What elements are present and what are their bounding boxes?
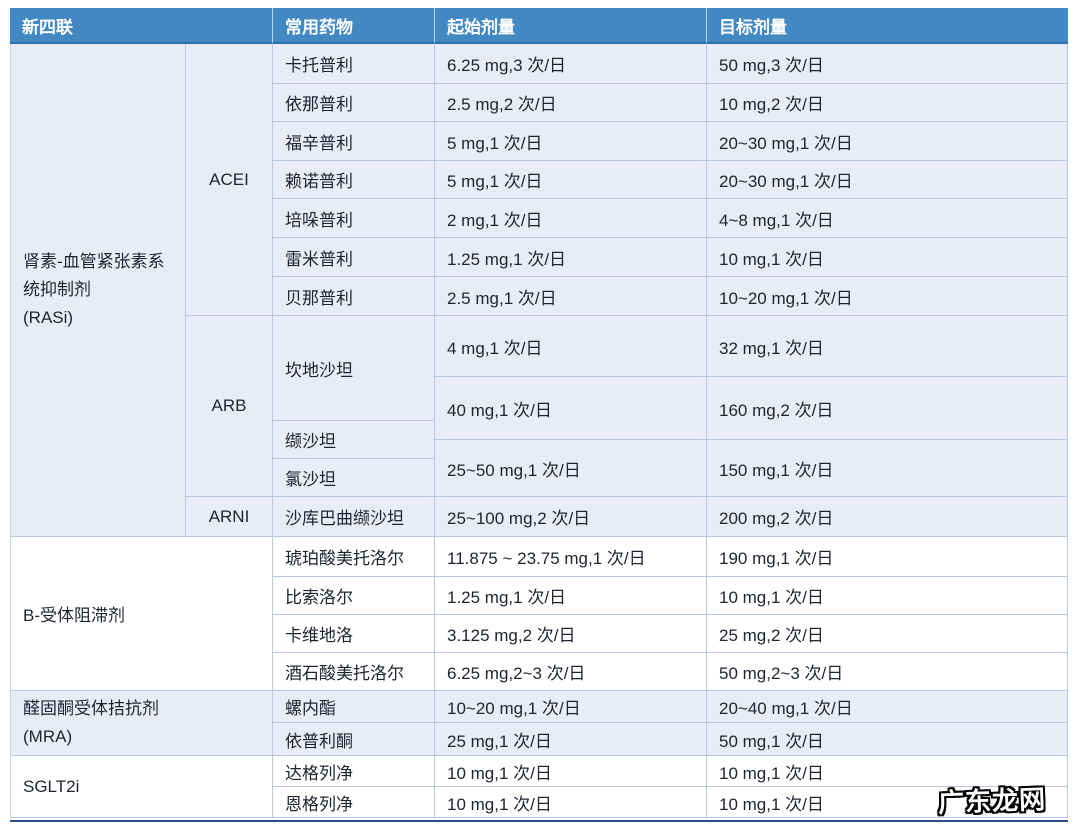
- group-name-rasi: 肾素-血管紧张素系统抑制剂: [23, 252, 165, 299]
- start-dose-cell: 10 mg,1 次/日: [435, 787, 707, 818]
- subgroup-arb: ARB: [186, 316, 273, 497]
- target-dose-cell: 150 mg,1 次/日: [707, 440, 1068, 497]
- drug-cell: 恩格列净: [273, 787, 435, 818]
- start-dose-cell: 25 mg,1 次/日: [435, 723, 707, 756]
- drug-cell: 福辛普利: [273, 122, 435, 161]
- group-abbr-rasi: (RASi): [23, 308, 74, 327]
- header-start-dose: 起始剂量: [435, 8, 707, 44]
- target-dose-cell: 200 mg,2 次/日: [707, 497, 1068, 537]
- target-dose-cell: 32 mg,1 次/日: [707, 316, 1068, 377]
- subgroup-acei: ACEI: [186, 44, 273, 316]
- header-target-dose: 目标剂量: [707, 8, 1068, 44]
- drug-cell: 依普利酮: [273, 723, 435, 756]
- start-dose-cell: 10 mg,1 次/日: [435, 756, 707, 787]
- table-bottom-rule: [10, 820, 1068, 822]
- target-dose-cell: 4~8 mg,1 次/日: [707, 199, 1068, 238]
- start-dose-cell: 5 mg,1 次/日: [435, 122, 707, 161]
- start-dose-cell: 1.25 mg,1 次/日: [435, 577, 707, 615]
- start-dose-cell: 10~20 mg,1 次/日: [435, 691, 707, 723]
- drug-cell: 沙库巴曲缬沙坦: [273, 497, 435, 537]
- start-dose-cell: 1.25 mg,1 次/日: [435, 238, 707, 277]
- start-dose-cell: 2.5 mg,2 次/日: [435, 84, 707, 122]
- target-dose-cell: 20~30 mg,1 次/日: [707, 161, 1068, 199]
- drug-cell: 比索洛尔: [273, 577, 435, 615]
- target-dose-cell: 25 mg,2 次/日: [707, 615, 1068, 653]
- watermark: 广东龙网: [937, 784, 1047, 818]
- target-dose-cell: 160 mg,2 次/日: [707, 377, 1068, 440]
- drug-cell: 雷米普利: [273, 238, 435, 277]
- start-dose-cell: 6.25 mg,2~3 次/日: [435, 653, 707, 691]
- drug-cell: 赖诺普利: [273, 161, 435, 199]
- group-name-mra: 醛固酮受体拮抗剂: [23, 699, 159, 718]
- drug-cell: 琥珀酸美托洛尔: [273, 537, 435, 577]
- start-dose-cell: 3.125 mg,2 次/日: [435, 615, 707, 653]
- header-drug: 常用药物: [273, 8, 435, 44]
- target-dose-cell: 10~20 mg,1 次/日: [707, 277, 1068, 316]
- start-dose-cell: 6.25 mg,3 次/日: [435, 44, 707, 84]
- subgroup-arni: ARNI: [186, 497, 273, 537]
- group-cell-sglt2i: SGLT2i: [10, 756, 273, 818]
- group-cell-beta-blocker: B-受体阻滞剂: [10, 537, 273, 691]
- target-dose-cell: 10 mg,1 次/日: [707, 577, 1068, 615]
- target-dose-cell: 20~40 mg,1 次/日: [707, 691, 1068, 723]
- drug-cell: 卡托普利: [273, 44, 435, 84]
- drug-cell: 坎地沙坦: [273, 316, 435, 421]
- start-dose-cell: 25~100 mg,2 次/日: [435, 497, 707, 537]
- target-dose-cell: 10 mg,1 次/日: [707, 787, 1068, 818]
- drug-cell: 缬沙坦: [273, 421, 435, 459]
- dosing-table: 新四联 常用药物 起始剂量 目标剂量 肾素-血管紧张素系统抑制剂 (RASi) …: [10, 8, 1068, 818]
- header-group: 新四联: [10, 8, 273, 44]
- start-dose-cell: 5 mg,1 次/日: [435, 161, 707, 199]
- target-dose-cell: 50 mg,2~3 次/日: [707, 653, 1068, 691]
- start-dose-cell: 2.5 mg,1 次/日: [435, 277, 707, 316]
- target-dose-cell: 50 mg,1 次/日: [707, 723, 1068, 756]
- drug-cell: 依那普利: [273, 84, 435, 122]
- target-dose-cell: 10 mg,1 次/日: [707, 756, 1068, 787]
- drug-cell: 螺内酯: [273, 691, 435, 723]
- start-dose-cell: 11.875 ~ 23.75 mg,1 次/日: [435, 537, 707, 577]
- target-dose-cell: 10 mg,1 次/日: [707, 238, 1068, 277]
- drug-cell: 氯沙坦: [273, 459, 435, 497]
- start-dose-cell: 25~50 mg,1 次/日: [435, 440, 707, 497]
- target-dose-cell: 10 mg,2 次/日: [707, 84, 1068, 122]
- group-cell-rasi: 肾素-血管紧张素系统抑制剂 (RASi): [10, 44, 186, 537]
- target-dose-cell: 20~30 mg,1 次/日: [707, 122, 1068, 161]
- target-dose-cell: 50 mg,3 次/日: [707, 44, 1068, 84]
- group-cell-mra: 醛固酮受体拮抗剂 (MRA): [10, 691, 273, 756]
- drug-cell: 达格列净: [273, 756, 435, 787]
- drug-cell: 酒石酸美托洛尔: [273, 653, 435, 691]
- target-dose-cell: 190 mg,1 次/日: [707, 537, 1068, 577]
- drug-cell: 卡维地洛: [273, 615, 435, 653]
- drug-cell: 培哚普利: [273, 199, 435, 238]
- start-dose-cell: 40 mg,1 次/日: [435, 377, 707, 440]
- drug-cell: 贝那普利: [273, 277, 435, 316]
- start-dose-cell: 4 mg,1 次/日: [435, 316, 707, 377]
- group-abbr-mra: (MRA): [23, 727, 73, 746]
- start-dose-cell: 2 mg,1 次/日: [435, 199, 707, 238]
